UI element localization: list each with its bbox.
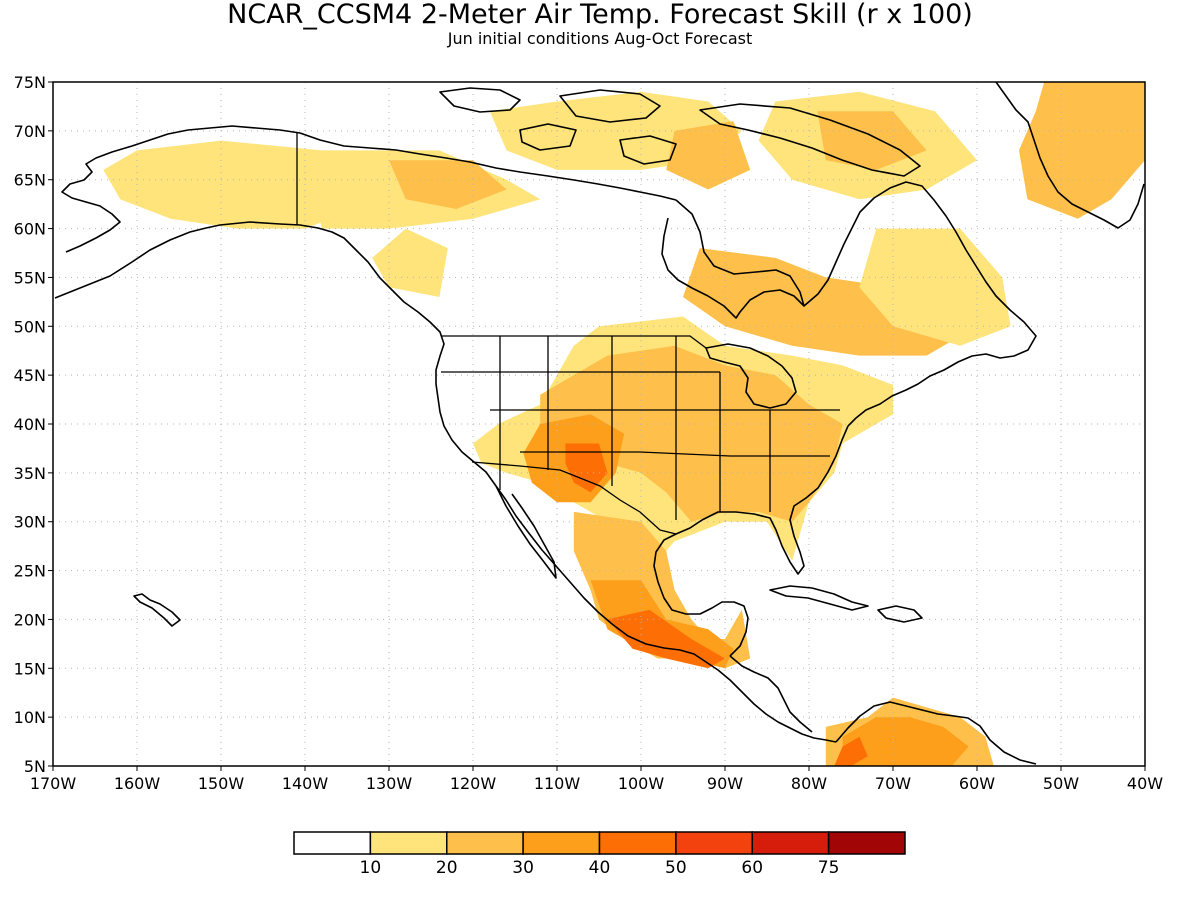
lat-tick-label: 25N (14, 562, 46, 581)
longitude-tick-labels: 170W 160W 150W 140W 130W 120W 110W 100W 90W 80W 70… (30, 766, 1163, 793)
legend-swatch-1 (293, 831, 372, 855)
lat-tick-label: 75N (14, 73, 46, 92)
coastline-arctic-island-1 (439, 87, 521, 113)
legend-swatch-2 (369, 831, 448, 855)
legend-label: 50 (665, 858, 687, 878)
border-state-lines-3 (520, 451, 830, 457)
coastline-labrador (803, 181, 1037, 427)
lon-tick-label: 80W (791, 774, 827, 793)
coastline-alaska-north (61, 125, 301, 253)
lon-tick-label: 160W (114, 774, 161, 793)
lon-tick-label: 130W (366, 774, 413, 793)
lon-tick-label: 70W (875, 774, 911, 793)
legend-swatch-6 (675, 831, 753, 855)
coastline-great-lakes (705, 343, 797, 409)
coastline-cuba (769, 585, 869, 611)
skill-region-6 (666, 121, 751, 190)
lat-tick-label: 10N (14, 708, 46, 727)
skill-region-20 (834, 736, 868, 766)
skill-region-17 (607, 609, 725, 669)
skill-region-21 (1019, 82, 1145, 219)
lat-tick-label: 60N (14, 220, 46, 239)
coastline-south-america-north (835, 701, 1037, 765)
border-us-mexico (471, 461, 677, 535)
legend-swatch-7 (751, 831, 830, 855)
lat-tick-label: 55N (14, 268, 46, 287)
skill-region-4 (389, 160, 507, 209)
lon-tick-label: 90W (707, 774, 743, 793)
lat-tick-label: 70N (14, 122, 46, 141)
skill-region-3 (372, 228, 448, 297)
coastline-hispaniola (877, 605, 923, 623)
coastline-layer (54, 82, 1145, 765)
lat-tick-label: 50N (14, 317, 46, 336)
coastline-hudson-bay (661, 199, 805, 319)
skill-region-1 (103, 140, 373, 229)
lon-tick-label: 120W (450, 774, 497, 793)
color-legend: 10 20 30 40 50 60 75 (293, 831, 906, 878)
lat-tick-label: 40N (14, 415, 46, 434)
lat-tick-label: 65N (14, 171, 46, 190)
lon-tick-label: 140W (282, 774, 329, 793)
lat-tick-label: 45N (14, 366, 46, 385)
legend-label: 30 (512, 858, 534, 878)
lat-tick-label: 5N (24, 757, 46, 776)
lon-tick-label: 150W (198, 774, 245, 793)
legend-label: 20 (436, 858, 458, 878)
lat-tick-label: 20N (14, 610, 46, 629)
lat-tick-label: 35N (14, 464, 46, 483)
legend-label: 75 (818, 858, 840, 878)
skill-region-10 (859, 228, 1011, 346)
coastline-yucatan (729, 655, 813, 733)
skill-region-12 (540, 345, 843, 522)
legend-swatch-5 (598, 831, 677, 855)
legend-swatch-8 (827, 831, 906, 855)
lon-tick-label: 50W (1043, 774, 1079, 793)
border-us-canada (441, 335, 707, 349)
coastline-arctic-island-4 (519, 123, 577, 151)
plot-area (53, 82, 1145, 766)
coastline-baja (495, 485, 557, 579)
lon-tick-label: 100W (618, 774, 665, 793)
grid-layer (53, 82, 1145, 766)
legend-label: 10 (360, 858, 382, 878)
coastline-north-america-west (54, 221, 837, 743)
chart-subtitle: Jun initial conditions Aug-Oct Forecast (447, 29, 752, 48)
coastline-us-east (653, 425, 849, 657)
skill-region-14 (565, 443, 608, 493)
legend-label: 60 (741, 858, 763, 878)
coastline-arctic-island-2 (559, 89, 661, 123)
coastline-baffin-island (699, 103, 921, 177)
lon-tick-label: 170W (30, 774, 77, 793)
lon-tick-label: 40W (1127, 774, 1163, 793)
lon-tick-label: 110W (534, 774, 581, 793)
coastline-arctic-island-3 (619, 135, 677, 165)
legend-swatch-3 (446, 831, 524, 855)
lat-tick-label: 30N (14, 513, 46, 532)
coastline-hawaii (133, 593, 181, 627)
latitude-tick-labels: 75N 70N 65N 60N 55N 50N 45N 40N 35N 30N 25N 20N 15N 1… (14, 73, 53, 776)
lat-tick-label: 15N (14, 659, 46, 678)
skill-region-19 (842, 717, 969, 766)
coastline-greenland (995, 82, 1145, 229)
coastline-arctic-canada (299, 132, 677, 201)
political-borders (296, 133, 840, 535)
legend-label: 40 (589, 858, 611, 878)
lon-tick-label: 60W (959, 774, 995, 793)
chart-title: NCAR_CCSM4 2-Meter Air Temp. Forecast Sk… (227, 0, 973, 30)
legend-swatch-4 (522, 831, 601, 855)
